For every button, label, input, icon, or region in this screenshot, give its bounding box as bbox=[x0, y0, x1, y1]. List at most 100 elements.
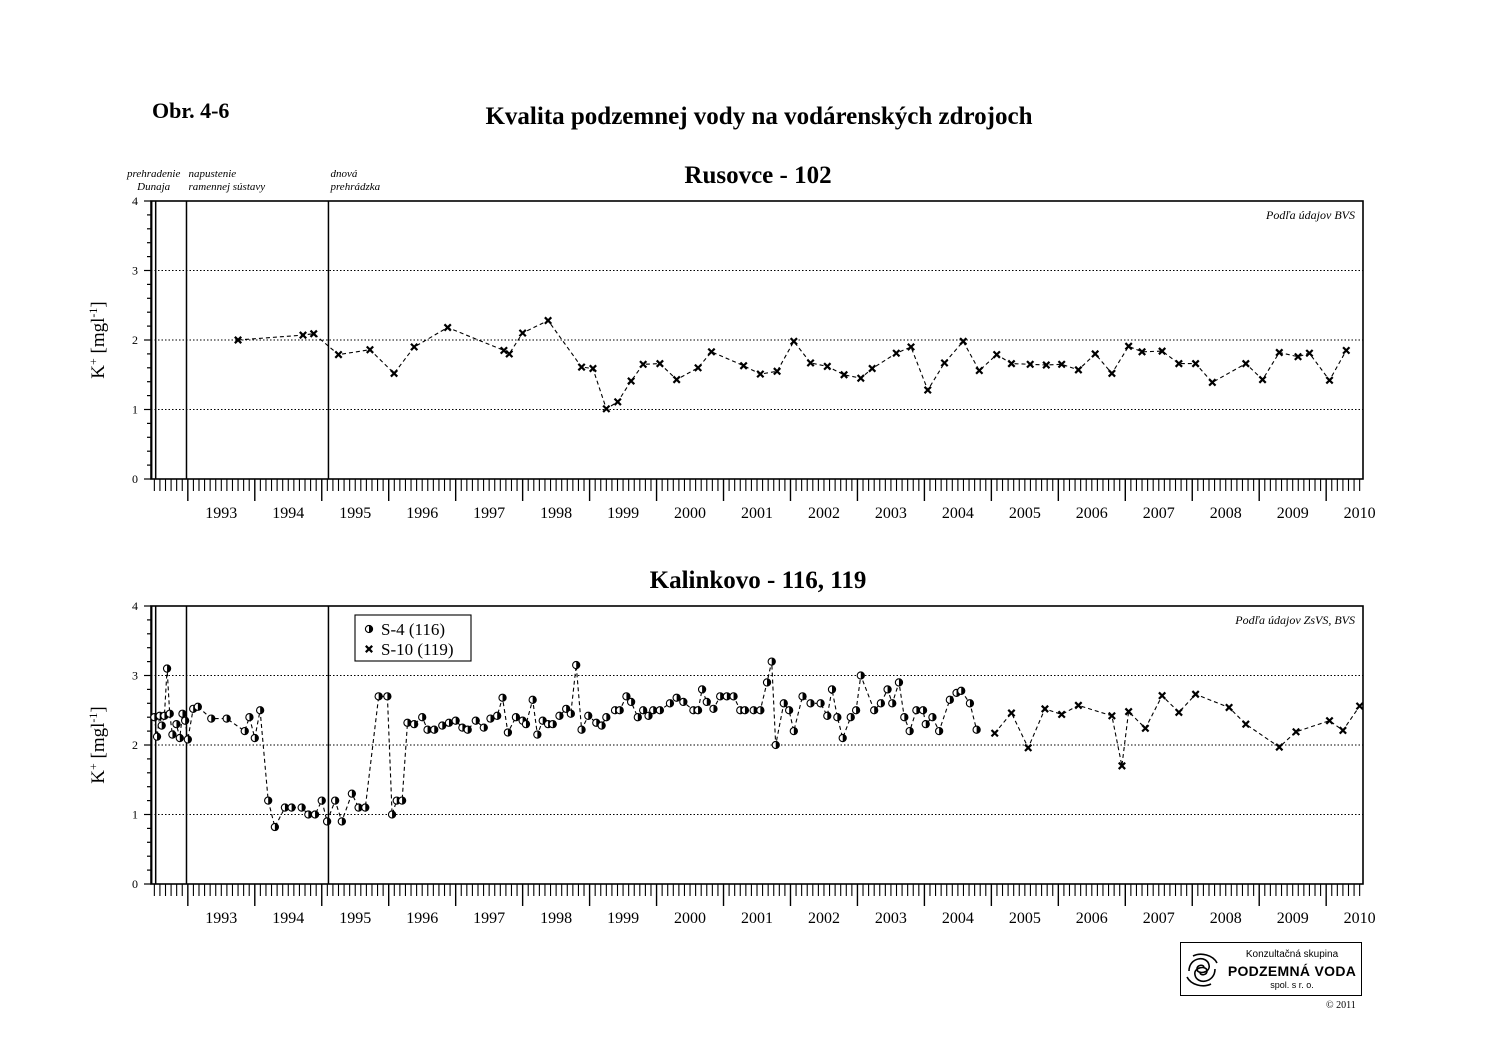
y-label-ylabel-unit-sup: -1 bbox=[86, 308, 100, 318]
data-point-cross bbox=[1138, 347, 1147, 356]
marker-fill bbox=[925, 720, 930, 728]
marker-fill bbox=[923, 706, 927, 714]
data-point-half-circle bbox=[410, 719, 419, 729]
data-point-half-circle bbox=[347, 789, 357, 798]
data-point-cross bbox=[1294, 352, 1303, 361]
marker-fill bbox=[497, 712, 501, 720]
data-point-cross bbox=[1258, 375, 1267, 384]
marker-fill bbox=[702, 685, 706, 693]
data-point-half-circle bbox=[297, 803, 306, 812]
marker-fill bbox=[327, 817, 331, 826]
marker-fill bbox=[537, 730, 541, 739]
data-point-half-circle bbox=[679, 697, 688, 707]
data-point-cross bbox=[756, 370, 765, 379]
marker-fill bbox=[157, 733, 161, 741]
y-label-ylabel-sup: + bbox=[86, 763, 100, 770]
data-point-half-circle bbox=[493, 711, 502, 720]
x-tick-label: 2003 bbox=[875, 910, 907, 927]
x-tick-label: 2009 bbox=[1277, 505, 1309, 522]
series-line bbox=[153, 661, 978, 829]
data-point-half-circle bbox=[672, 693, 681, 702]
data-point-cross bbox=[1026, 360, 1035, 369]
x-tick-label: 2002 bbox=[808, 505, 840, 522]
marker-fill bbox=[187, 735, 192, 744]
marker-fill bbox=[284, 803, 289, 812]
legend-cross-icon bbox=[365, 645, 373, 653]
marker-fill bbox=[378, 692, 383, 700]
data-point-cross bbox=[806, 358, 815, 367]
data-point-half-circle bbox=[584, 711, 593, 720]
data-point-half-circle bbox=[729, 692, 738, 701]
data-point-half-circle bbox=[528, 695, 537, 704]
marker-fill bbox=[161, 721, 166, 730]
data-point-half-circle bbox=[823, 711, 832, 720]
data-point-cross bbox=[975, 366, 984, 375]
marker-fill bbox=[308, 810, 312, 819]
data-point-half-circle bbox=[957, 686, 966, 695]
data-point-cross bbox=[1325, 716, 1334, 725]
x-tick-label: 1993 bbox=[205, 910, 237, 927]
marker-fill bbox=[932, 713, 937, 721]
marker-fill bbox=[351, 790, 356, 798]
copyright-text: © 2011 bbox=[1326, 1000, 1356, 1011]
data-point-cross bbox=[1355, 702, 1364, 711]
marker-fill bbox=[176, 720, 181, 728]
marker-fill bbox=[392, 810, 396, 819]
marker-fill bbox=[606, 713, 610, 721]
chart-title: Rusovce - 102 bbox=[684, 162, 831, 189]
y-label-ylabel-tail: ] bbox=[88, 301, 109, 307]
marker-fill bbox=[570, 710, 575, 718]
logo-company-suffix: spol. s r. o. bbox=[1270, 980, 1314, 990]
data-point-cross bbox=[613, 397, 622, 406]
x-tick-label: 2007 bbox=[1143, 910, 1175, 927]
marker-fill bbox=[827, 712, 831, 720]
marker-fill bbox=[197, 703, 202, 711]
marker-fill bbox=[874, 706, 878, 714]
marker-fill bbox=[856, 706, 860, 714]
data-point-half-circle bbox=[838, 733, 847, 743]
data-point-cross bbox=[1174, 708, 1183, 717]
marker-fill bbox=[483, 724, 488, 732]
y-tick-label: 4 bbox=[132, 599, 138, 613]
data-point-half-circle bbox=[716, 692, 725, 701]
data-point-half-circle bbox=[310, 810, 320, 819]
data-point-cross bbox=[588, 364, 597, 373]
marker-fill bbox=[427, 726, 432, 734]
data-point-half-circle bbox=[354, 803, 363, 812]
marker-fill bbox=[581, 726, 586, 734]
data-point-half-circle bbox=[870, 706, 879, 715]
x-tick-label: 1994 bbox=[272, 505, 304, 522]
marker-fill bbox=[321, 797, 326, 805]
data-point-cross bbox=[1305, 349, 1314, 358]
data-point-half-circle bbox=[912, 706, 921, 715]
page-title: Kvalita podzemnej vody na vodárenských z… bbox=[485, 103, 1033, 130]
x-tick-label: 1996 bbox=[406, 910, 438, 927]
y-tick-label: 3 bbox=[132, 264, 138, 278]
data-point-half-circle bbox=[511, 713, 521, 722]
data-point-half-circle bbox=[533, 730, 542, 739]
data-point-half-circle bbox=[374, 692, 383, 701]
marker-fill bbox=[301, 803, 306, 812]
data-point-cross bbox=[1174, 359, 1183, 368]
data-point-half-circle bbox=[183, 735, 192, 744]
marker-fill bbox=[532, 696, 537, 704]
event-label-line1: napustenie bbox=[188, 168, 236, 180]
marker-fill bbox=[249, 713, 254, 721]
x-tick-label: 2003 bbox=[875, 505, 907, 522]
data-point-half-circle bbox=[555, 711, 564, 720]
marker-fill bbox=[783, 699, 788, 707]
data-point-cross bbox=[1007, 709, 1016, 718]
data-point-cross bbox=[940, 358, 949, 367]
data-point-cross bbox=[990, 729, 999, 738]
data-point-half-circle bbox=[317, 796, 326, 805]
data-point-half-circle bbox=[928, 713, 937, 722]
y-tick-label: 0 bbox=[132, 877, 138, 891]
data-point-cross bbox=[856, 374, 865, 383]
x-tick-label: 2010 bbox=[1344, 505, 1376, 522]
data-point-half-circle bbox=[722, 692, 732, 701]
marker-fill bbox=[880, 699, 885, 707]
y-axis-label: K+ [mgl-1] bbox=[86, 301, 109, 378]
x-tick-label: 2008 bbox=[1210, 505, 1242, 522]
data-point-half-circle bbox=[157, 721, 166, 730]
marker-fill bbox=[274, 823, 279, 831]
